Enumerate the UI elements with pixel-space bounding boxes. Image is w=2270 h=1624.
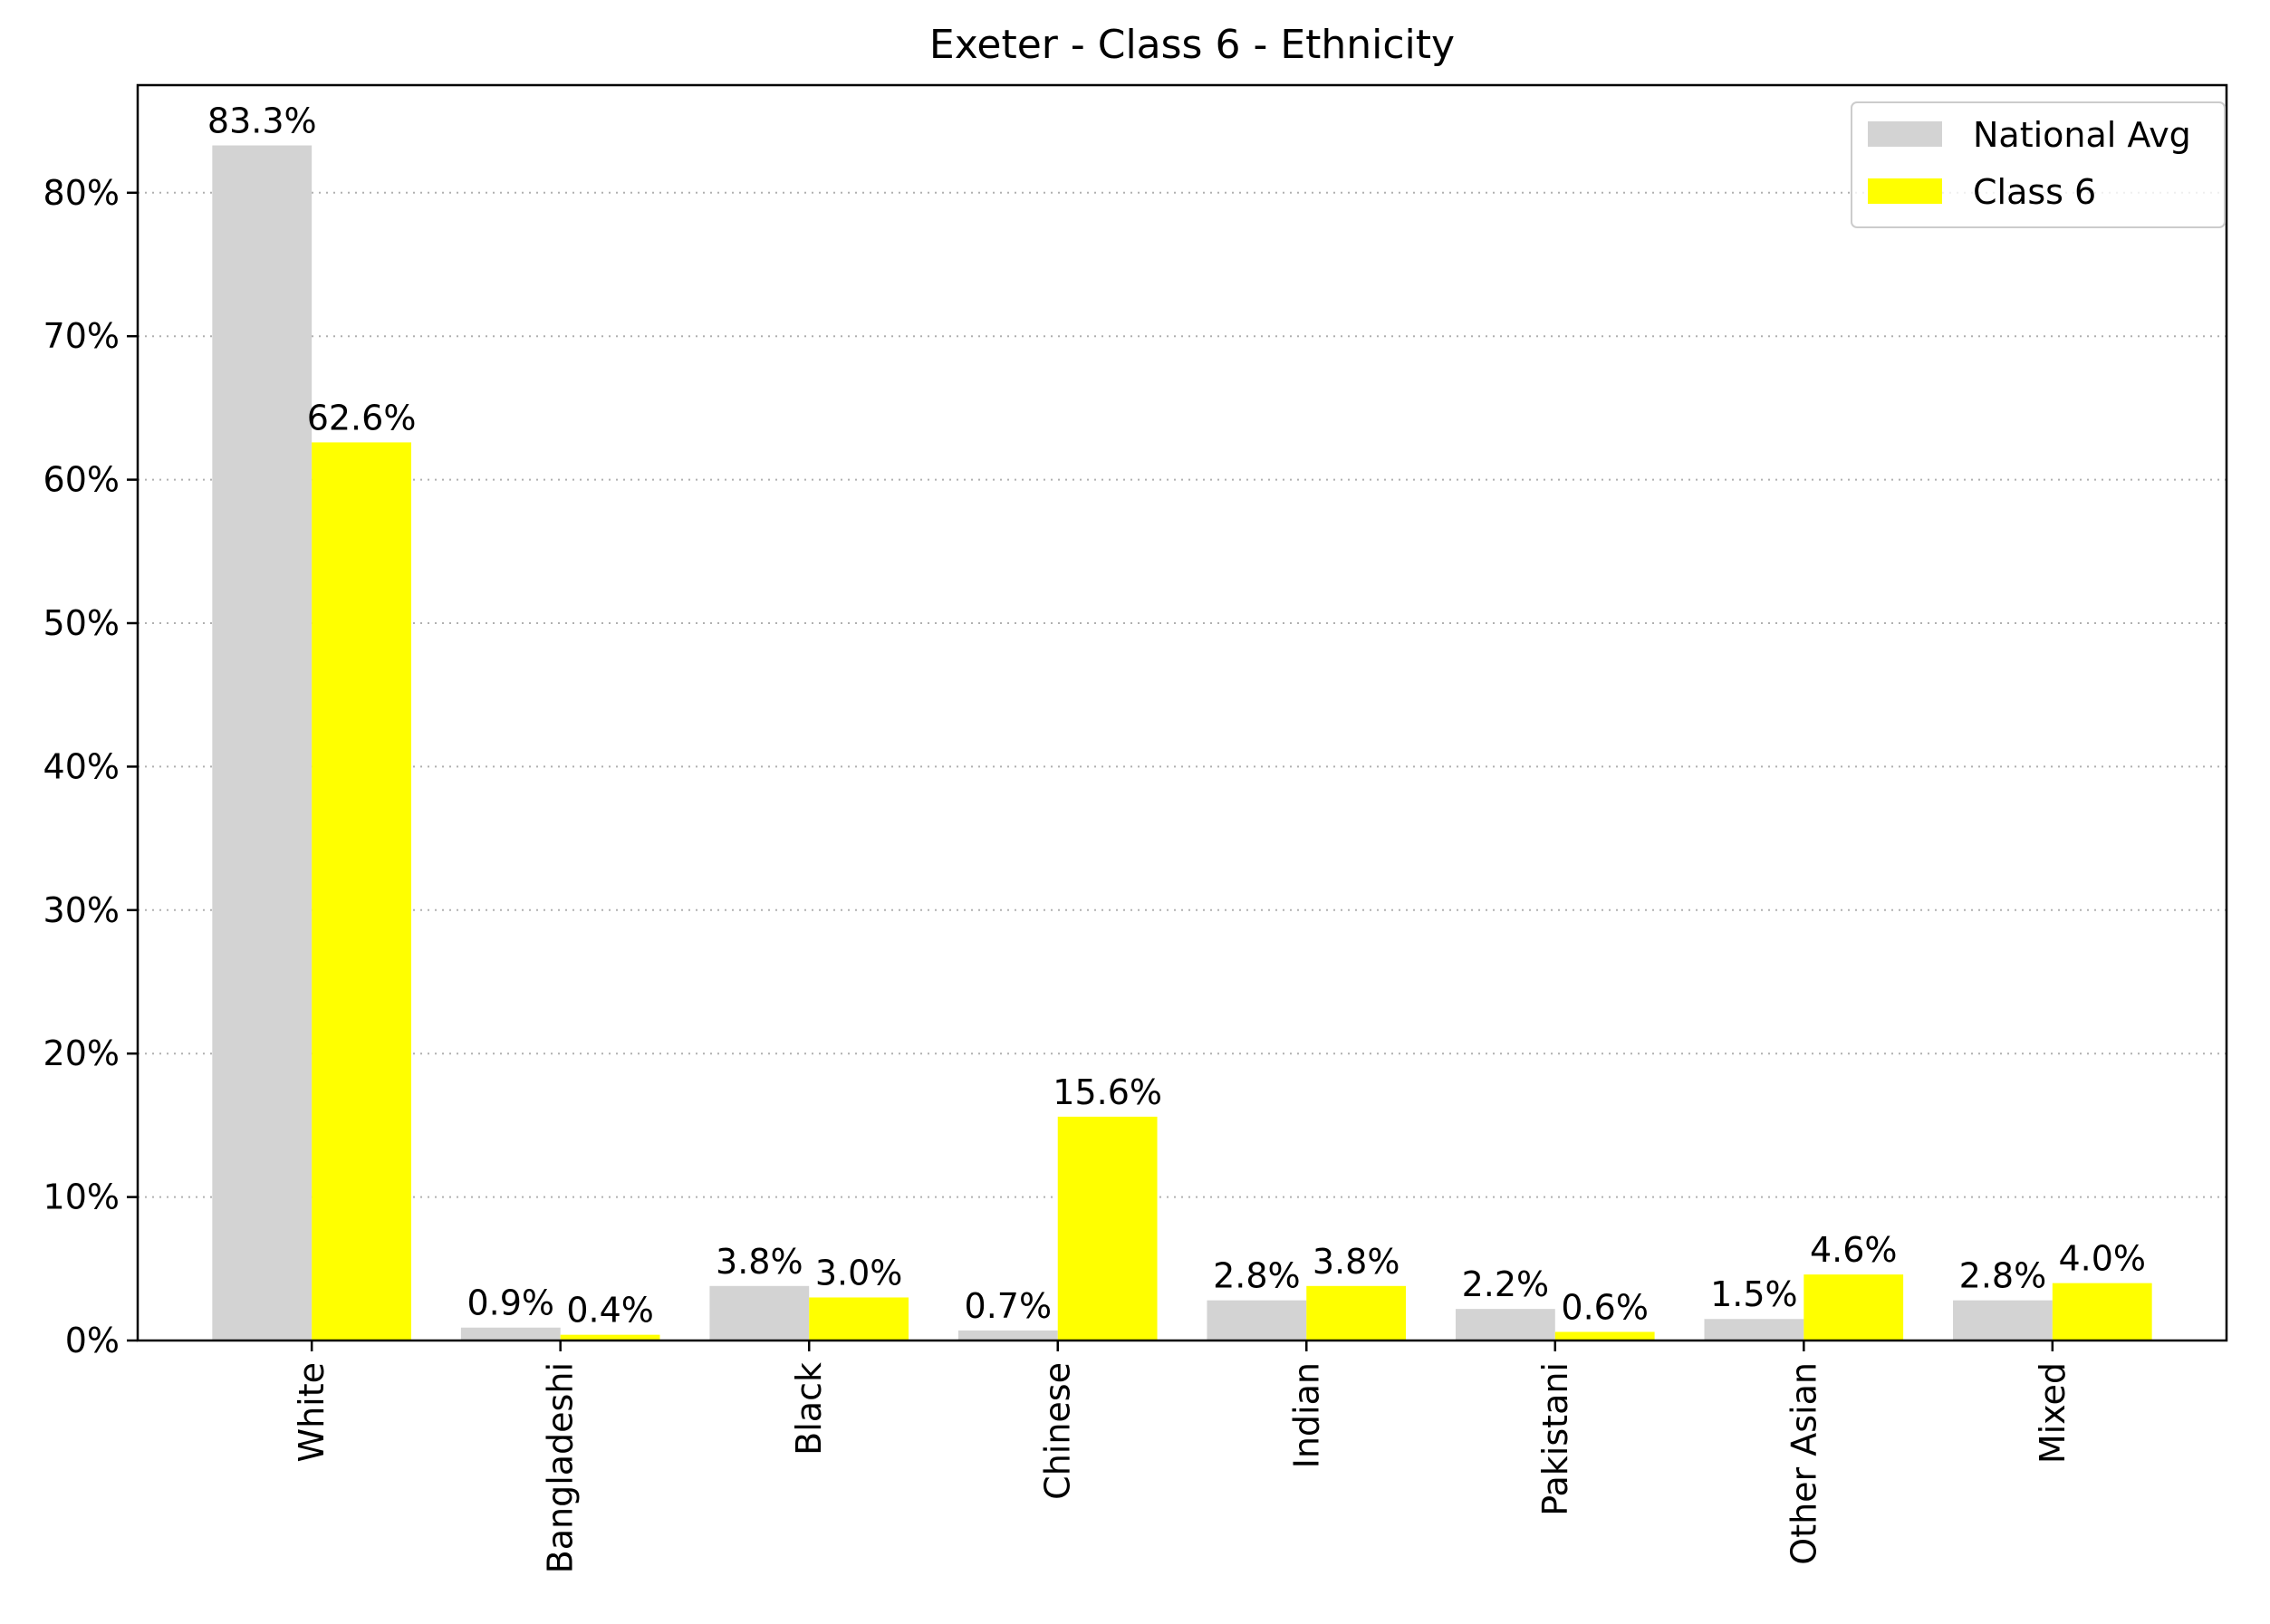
bars bbox=[212, 145, 2152, 1341]
bar-national-avg bbox=[1455, 1309, 1555, 1341]
bar-national-avg bbox=[1704, 1319, 1804, 1341]
data-label: 1.5% bbox=[1710, 1274, 1798, 1314]
bar-national-avg bbox=[1953, 1300, 2053, 1341]
data-label: 0.6% bbox=[1561, 1287, 1649, 1327]
y-tick-label: 40% bbox=[43, 746, 120, 786]
legend: National Avg Class 6 bbox=[1851, 101, 2226, 228]
data-label: 2.8% bbox=[1213, 1256, 1301, 1296]
bar-class-6 bbox=[1554, 1331, 1655, 1341]
data-label: 62.6% bbox=[307, 398, 417, 437]
bar-national-avg bbox=[460, 1327, 561, 1341]
y-tick-label: 70% bbox=[43, 316, 120, 356]
legend-box bbox=[1851, 101, 2226, 228]
data-label: 0.4% bbox=[566, 1291, 654, 1331]
y-tick-label: 10% bbox=[43, 1177, 120, 1217]
y-tick-label: 80% bbox=[43, 173, 120, 213]
x-tick-label: Other Asian bbox=[1784, 1362, 1823, 1565]
data-labels: 83.3% 0.9% 3.8% 0.7% 2.8% 2.2% 1.5% 2.8% 62.6% 0.… bbox=[207, 101, 2146, 1331]
bar-national-avg bbox=[1207, 1300, 1307, 1341]
y-tick-label: 30% bbox=[43, 890, 120, 930]
y-tick-label: 0% bbox=[65, 1321, 120, 1360]
x-tick-label: White bbox=[292, 1362, 332, 1463]
bar-national-avg bbox=[212, 145, 313, 1341]
y-tick-label: 60% bbox=[43, 460, 120, 500]
data-label: 4.6% bbox=[1810, 1230, 1898, 1270]
axes: 0% 10% 20% 30% 40% 50% 60% 70% 80% White Banglades… bbox=[43, 83, 2228, 1573]
y-tick-label: 50% bbox=[43, 603, 120, 643]
bar-class-6 bbox=[2052, 1283, 2152, 1341]
legend-label: National Avg bbox=[1973, 115, 2191, 155]
data-label: 3.8% bbox=[716, 1242, 803, 1282]
bar-class-6 bbox=[312, 442, 411, 1341]
x-tick-label: Chinese bbox=[1038, 1362, 1078, 1500]
data-label: 15.6% bbox=[1053, 1072, 1162, 1112]
data-label: 2.2% bbox=[1462, 1264, 1550, 1304]
x-tick-label: Mixed bbox=[2033, 1362, 2073, 1464]
data-label: 0.9% bbox=[467, 1283, 555, 1323]
bar-class-6 bbox=[809, 1297, 909, 1341]
bar-national-avg bbox=[957, 1330, 1058, 1341]
x-tick-label: Indian bbox=[1286, 1362, 1326, 1468]
data-label: 3.8% bbox=[1313, 1242, 1400, 1282]
data-label: 4.0% bbox=[2058, 1239, 2146, 1279]
bar-class-6 bbox=[1803, 1274, 1904, 1341]
chart-title: Exeter - Class 6 - Ethnicity bbox=[929, 22, 1455, 68]
bar-class-6 bbox=[1057, 1116, 1158, 1341]
bar-class-6 bbox=[1306, 1285, 1407, 1341]
data-label: 3.0% bbox=[815, 1253, 903, 1292]
data-label: 83.3% bbox=[207, 101, 317, 141]
x-tick-label: Pakistani bbox=[1535, 1362, 1575, 1516]
data-label: 0.7% bbox=[965, 1286, 1053, 1326]
bar-national-avg bbox=[709, 1285, 810, 1341]
legend-swatch bbox=[1868, 178, 1942, 204]
legend-label: Class 6 bbox=[1973, 172, 2096, 212]
data-label: 2.8% bbox=[1959, 1256, 2047, 1296]
x-tick-label: Bangladeshi bbox=[541, 1362, 581, 1573]
bar-class-6 bbox=[560, 1334, 660, 1341]
legend-swatch bbox=[1868, 121, 1942, 147]
x-tick-label: Black bbox=[789, 1362, 829, 1456]
plot-frame bbox=[136, 83, 2228, 1342]
grid-lines bbox=[138, 191, 2227, 1341]
y-tick-label: 20% bbox=[43, 1033, 120, 1073]
